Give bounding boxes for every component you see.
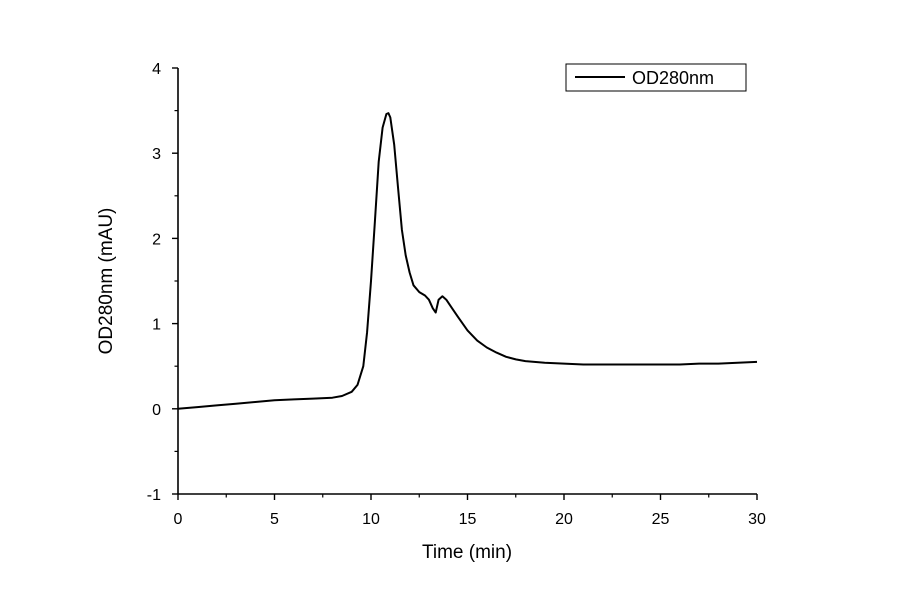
y-tick-label: 0 bbox=[152, 402, 161, 419]
y-tick-label: 1 bbox=[152, 317, 161, 334]
x-tick-label: 30 bbox=[748, 511, 766, 528]
y-axis-title: OD280nm (mAU) bbox=[96, 208, 117, 355]
axes bbox=[177, 68, 757, 495]
x-axis-title: Time (min) bbox=[422, 542, 512, 563]
y-tick-label: -1 bbox=[147, 487, 161, 504]
x-tick-label: 0 bbox=[174, 511, 183, 528]
series-line-od280nm bbox=[177, 112, 758, 410]
x-tick-label: 15 bbox=[459, 511, 477, 528]
legend: OD280nm bbox=[565, 63, 747, 92]
y-ticks: -1 0 1 2 3 4 bbox=[147, 61, 178, 504]
y-tick-label: 2 bbox=[152, 231, 161, 248]
y-tick-label: 4 bbox=[152, 61, 161, 78]
x-tick-label: 5 bbox=[270, 511, 279, 528]
y-tick-label: 3 bbox=[152, 146, 161, 163]
legend-label-od280nm: OD280nm bbox=[632, 68, 714, 88]
x-tick-label: 20 bbox=[555, 511, 573, 528]
x-tick-label: 10 bbox=[362, 511, 380, 528]
x-ticks: 0 5 10 15 20 25 30 bbox=[174, 494, 766, 528]
x-tick-label: 25 bbox=[652, 511, 670, 528]
